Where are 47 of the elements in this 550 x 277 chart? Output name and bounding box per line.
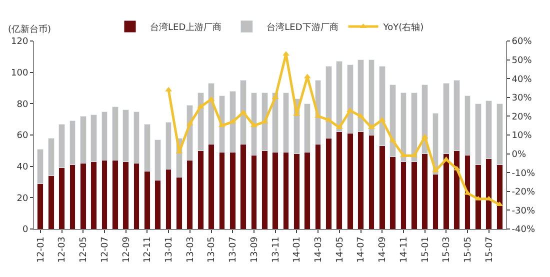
y2-tick-label: -30% — [512, 206, 536, 216]
x-tick-label: 12-01 — [36, 236, 46, 263]
y-tick-label: 100 — [11, 68, 28, 78]
x-tick-label: 13-11 — [271, 236, 282, 263]
y2-tick-label: 0% — [512, 150, 527, 160]
legend-label: 台湾LED上游厂商 — [150, 22, 222, 34]
x-tick-label: 13-05 — [207, 236, 218, 263]
x-tick-label: 13-07 — [228, 236, 239, 263]
x-tick-label: 14-05 — [335, 236, 346, 263]
y-tick-label: 20 — [16, 194, 28, 204]
y-tick-label: 0 — [22, 225, 28, 236]
x-tick-label: 14-11 — [399, 236, 410, 263]
x-tick-label: 15-03 — [442, 236, 452, 263]
x-tick-label: 14-07 — [356, 236, 367, 263]
y2-tick-label: 10% — [512, 131, 532, 142]
x-tick-label: 13-09 — [250, 236, 260, 263]
legend-label: 台湾LED下游厂商 — [266, 22, 338, 34]
legend-label: YoY(右轴) — [382, 22, 424, 34]
y2-tick-label: -10% — [512, 168, 536, 179]
x-tick-label: 14-01 — [292, 236, 303, 263]
x-tick-label: 14-09 — [378, 236, 388, 263]
y2-tick-label: -40% — [512, 225, 536, 236]
point — [400, 152, 407, 158]
point — [250, 122, 258, 128]
x-tick-label: 12-07 — [100, 236, 110, 263]
y-tick-label: 40 — [16, 162, 28, 172]
x-tick-label: 15-07 — [484, 236, 495, 263]
y-tick-label: 120 — [11, 37, 28, 48]
y-tick-label: 60 — [16, 131, 28, 142]
x-tick-label: 15-01 — [420, 236, 431, 263]
y-tick-label: 80 — [16, 100, 28, 110]
x-tick-label: 15-05 — [463, 236, 474, 263]
x-tick-label: 12-05 — [79, 236, 90, 263]
y2-tick-label: 20% — [512, 112, 532, 122]
y-axis-title: (亿新台币) — [8, 24, 52, 35]
x-tick-label: 13-03 — [186, 236, 196, 263]
x-tick-label: 12-09 — [122, 236, 132, 263]
x-tick-label: 12-11 — [143, 236, 154, 263]
y2-tick-label: 50% — [512, 56, 532, 66]
x-tick-label: 13-01 — [164, 236, 174, 263]
y2-tick-label: 40% — [512, 74, 532, 85]
x-tick-label: 14-03 — [314, 236, 324, 263]
x-tick-label: 12-03 — [58, 236, 68, 263]
y2-tick-label: 30% — [512, 94, 532, 104]
y2-tick-label: -20% — [512, 188, 536, 198]
y2-tick-label: 60% — [512, 37, 532, 48]
point — [282, 51, 290, 56]
